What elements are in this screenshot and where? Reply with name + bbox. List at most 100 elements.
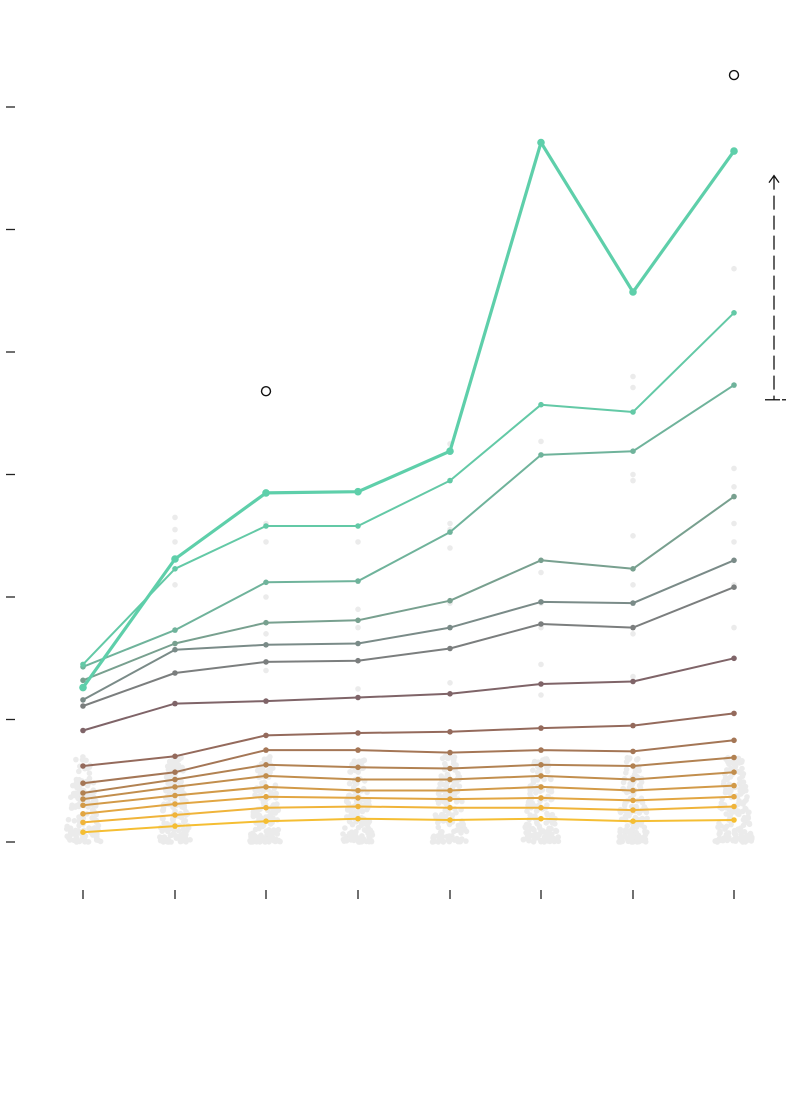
data-point (263, 523, 269, 529)
background-point (630, 471, 636, 478)
data-point (263, 642, 269, 648)
background-point (76, 822, 82, 829)
background-point (532, 813, 538, 819)
background-point (620, 779, 627, 786)
data-point (80, 796, 86, 802)
background-point (633, 829, 639, 836)
background-point (520, 836, 527, 843)
background-point (453, 779, 460, 786)
background-point (616, 833, 623, 840)
data-point (630, 763, 636, 769)
series-line (82, 586, 735, 707)
outlier-markers (260, 69, 740, 397)
background-point (263, 631, 269, 637)
data-point (263, 747, 269, 753)
background-point (533, 790, 539, 796)
background-point (530, 779, 537, 786)
background-point (722, 775, 729, 782)
background-point (447, 680, 453, 686)
background-point (530, 767, 536, 774)
background-point (355, 539, 361, 545)
background-point (444, 755, 451, 761)
background-point (742, 805, 748, 812)
background-point (442, 807, 449, 814)
background-point (736, 780, 743, 787)
background-point (86, 775, 93, 782)
background-point (263, 539, 269, 545)
background-point (270, 802, 277, 808)
data-point (172, 776, 178, 783)
data-point (538, 815, 544, 822)
background-point (272, 810, 279, 816)
background-point (459, 836, 465, 842)
background-point (523, 821, 530, 828)
data-point (79, 683, 87, 692)
data-point (355, 617, 361, 624)
background-point (359, 807, 365, 814)
data-point (630, 797, 636, 804)
data-point (731, 817, 737, 823)
background-point (731, 539, 737, 545)
background-point (263, 828, 270, 834)
background-point (626, 812, 632, 819)
data-point (172, 566, 178, 572)
background-point (184, 827, 190, 834)
background-point (256, 834, 263, 840)
background-point (73, 790, 79, 796)
data-point (355, 657, 361, 664)
background-point (437, 781, 443, 787)
data-point (731, 493, 737, 500)
background-point (451, 828, 457, 835)
background-point (455, 822, 462, 829)
background-point (86, 770, 93, 776)
data-point (172, 823, 178, 829)
background-point (552, 821, 558, 827)
background-point (533, 808, 540, 814)
data-point (171, 555, 179, 563)
background-point (460, 821, 467, 828)
background-point (553, 827, 559, 834)
background-point (447, 545, 453, 551)
background-point (178, 795, 185, 801)
background-point (550, 835, 557, 842)
background-point (439, 813, 446, 819)
background-point (166, 758, 173, 765)
background-point (83, 757, 89, 764)
data-point (447, 645, 453, 652)
data-point (630, 722, 636, 729)
background-point (65, 816, 72, 823)
background-point (529, 800, 535, 806)
background-point (435, 824, 442, 831)
series-line (82, 712, 735, 767)
background-point (727, 774, 734, 780)
data-point (80, 780, 86, 786)
background-point (361, 827, 368, 833)
background-point (530, 839, 537, 845)
series-line (82, 817, 735, 834)
background-point (718, 800, 725, 806)
data-point (80, 790, 86, 796)
data-point (80, 802, 86, 809)
background-point (623, 770, 629, 776)
background-point (731, 484, 737, 490)
series-line (82, 756, 735, 794)
data-point (172, 627, 178, 633)
background-point (439, 833, 446, 840)
data-point (731, 557, 737, 564)
background-point (624, 823, 631, 829)
data-point (447, 765, 453, 772)
background-point (716, 820, 722, 827)
background-point (744, 794, 750, 800)
data-point (538, 599, 544, 605)
data-point (263, 818, 269, 824)
background-point (629, 781, 636, 788)
data-point (80, 697, 86, 703)
data-point (355, 795, 361, 801)
background-point (743, 817, 749, 823)
background-point (443, 783, 450, 790)
background-point (365, 798, 372, 804)
data-point (80, 727, 86, 734)
background-point (263, 667, 269, 674)
background-point (160, 805, 167, 812)
